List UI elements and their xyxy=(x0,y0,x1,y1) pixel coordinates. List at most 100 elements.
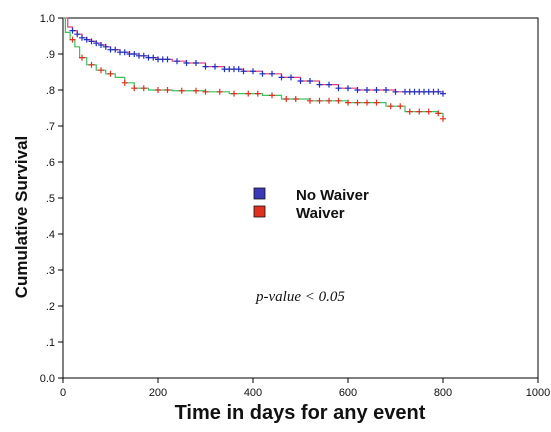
legend-label-waiver: Waiver xyxy=(296,205,345,222)
x-tick-label: 0 xyxy=(60,387,66,399)
censor-mark-no-waiver xyxy=(83,36,90,43)
y-tick-label: 0.0 xyxy=(40,373,55,385)
censor-mark-waiver xyxy=(245,90,252,97)
censor-mark-no-waiver xyxy=(392,88,399,95)
censor-mark-no-waiver xyxy=(79,34,85,41)
censor-mark-waiver xyxy=(216,88,223,95)
y-tick-label: .6 xyxy=(46,157,55,169)
x-tick-label: 800 xyxy=(434,387,452,399)
censor-mark-waiver xyxy=(269,92,275,99)
censor-mark-no-waiver xyxy=(259,70,266,77)
censor-mark-no-waiver xyxy=(278,74,285,81)
censor-mark-waiver xyxy=(354,99,361,106)
y-tick-label: .1 xyxy=(46,337,55,349)
censor-mark-no-waiver xyxy=(164,56,171,63)
censor-mark-no-waiver xyxy=(326,81,332,88)
censor-mark-no-waiver xyxy=(98,42,104,48)
censor-mark-no-waiver xyxy=(383,87,389,93)
censor-mark-no-waiver xyxy=(121,49,128,56)
x-tick-label: 600 xyxy=(339,387,357,399)
censor-mark-waiver xyxy=(231,90,237,97)
censor-mark-waiver xyxy=(254,90,261,97)
censor-mark-no-waiver xyxy=(74,31,81,38)
censor-mark-no-waiver xyxy=(235,66,242,73)
censor-mark-waiver xyxy=(316,97,323,104)
y-axis-label: Cumulative Survival xyxy=(12,136,31,299)
y-tick-label: .4 xyxy=(46,229,55,241)
y-tick-label: .8 xyxy=(46,85,55,97)
censor-mark-waiver xyxy=(88,61,95,68)
censor-mark-waiver xyxy=(435,110,442,117)
censor-mark-no-waiver xyxy=(93,40,100,47)
censor-mark-waiver xyxy=(202,88,209,95)
legend-swatch-waiver xyxy=(253,205,266,218)
censor-mark-waiver xyxy=(406,108,413,115)
censor-mark-waiver xyxy=(364,99,370,106)
censor-mark-waiver xyxy=(335,97,342,104)
y-tick-label: .7 xyxy=(46,121,55,133)
censor-mark-no-waiver xyxy=(440,90,446,97)
censor-mark-waiver xyxy=(131,85,138,92)
x-tick-label: 400 xyxy=(244,387,262,399)
censor-mark-waiver xyxy=(164,87,171,93)
censor-mark-no-waiver xyxy=(345,85,351,92)
y-tick-label: .2 xyxy=(46,301,55,313)
censor-mark-no-waiver xyxy=(297,78,304,84)
censor-mark-waiver xyxy=(121,79,128,86)
censor-mark-no-waiver xyxy=(150,54,157,61)
censor-mark-no-waiver xyxy=(269,70,275,77)
censor-mark-no-waiver xyxy=(69,27,76,34)
censor-mark-waiver xyxy=(178,87,185,94)
censor-mark-no-waiver xyxy=(307,78,313,84)
censor-mark-waiver xyxy=(416,108,423,115)
legend-label-no-waiver: No Waiver xyxy=(296,187,369,204)
censor-mark-no-waiver xyxy=(88,38,95,45)
censor-mark-waiver xyxy=(373,99,380,106)
censor-mark-waiver xyxy=(69,36,76,43)
censor-mark-no-waiver xyxy=(140,52,147,59)
censor-mark-waiver xyxy=(425,108,432,115)
censor-mark-waiver xyxy=(79,54,85,61)
censor-mark-no-waiver xyxy=(174,58,180,65)
censor-mark-waiver xyxy=(307,97,313,104)
censor-mark-no-waiver xyxy=(354,87,361,93)
censor-mark-waiver xyxy=(345,99,351,106)
series-layer xyxy=(63,17,446,122)
legend-swatch-no-waiver xyxy=(253,187,266,200)
censor-mark-no-waiver xyxy=(316,81,323,88)
censor-mark-waiver xyxy=(283,96,290,102)
censor-mark-waiver xyxy=(397,103,404,110)
censor-mark-no-waiver xyxy=(250,68,256,75)
censor-mark-waiver xyxy=(440,115,446,122)
censor-mark-no-waiver xyxy=(373,87,380,93)
censor-mark-waiver xyxy=(326,97,332,104)
censor-mark-waiver xyxy=(155,87,161,93)
censor-mark-waiver xyxy=(193,87,199,94)
x-tick-label: 1000 xyxy=(526,387,550,399)
x-tick-label: 200 xyxy=(149,387,167,399)
x-axis-label: Time in days for any event xyxy=(175,402,426,424)
censor-mark-waiver xyxy=(107,70,114,77)
y-tick-label: .5 xyxy=(46,193,55,205)
censor-mark-no-waiver xyxy=(183,60,190,66)
series-line-waiver xyxy=(63,17,444,119)
censor-mark-no-waiver xyxy=(112,46,119,53)
censor-mark-no-waiver xyxy=(435,88,442,95)
censor-mark-no-waiver xyxy=(288,74,294,81)
ticks-layer: 0 200 400 600 800 1000 0.0 .1 .2 .3 .4 .5 .6 .7 .8 .9 1.… xyxy=(40,13,551,399)
p-value-annotation: p-value < 0.05 xyxy=(255,289,345,305)
censor-mark-no-waiver xyxy=(335,85,342,92)
censor-mark-waiver xyxy=(387,103,394,110)
censor-mark-no-waiver xyxy=(364,87,370,93)
y-tick-label: 1.0 xyxy=(40,13,55,25)
censor-mark-waiver xyxy=(140,85,147,92)
censor-mark-no-waiver xyxy=(193,60,199,66)
censor-mark-waiver xyxy=(292,96,299,102)
censor-mark-no-waiver xyxy=(102,43,109,50)
censor-mark-waiver xyxy=(98,67,104,74)
censor-mark-no-waiver xyxy=(202,63,209,70)
censor-mark-no-waiver xyxy=(131,51,138,57)
y-tick-label: .3 xyxy=(46,265,55,277)
censor-mark-no-waiver xyxy=(240,68,247,75)
